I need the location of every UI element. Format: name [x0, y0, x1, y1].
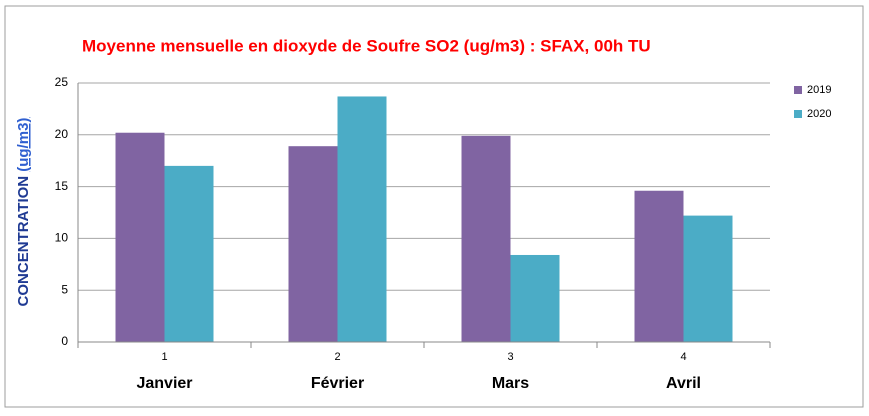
x-tick-label: 2: [334, 351, 340, 363]
bar: [634, 190, 684, 342]
x-tick-label: 4: [680, 351, 686, 363]
y-tick-label: 25: [55, 75, 69, 89]
x-tick-label: 1: [161, 351, 167, 363]
y-tick-label: 10: [55, 231, 69, 245]
y-axis-unit: (ug/m3): [15, 118, 32, 172]
y-tick-label: 15: [55, 179, 69, 193]
category-name: Janvier: [136, 375, 192, 392]
y-axis-title: CONCENTRATION: [15, 176, 32, 307]
bar: [288, 146, 338, 342]
y-axis-label: CONCENTRATION (ug/m3): [15, 118, 32, 307]
y-tick-label: 5: [61, 282, 68, 296]
y-tick-label: 20: [55, 127, 69, 141]
x-tick-label: 3: [507, 351, 513, 363]
category-name: Mars: [492, 375, 529, 392]
chart-title: Moyenne mensuelle en dioxyde de Soufre S…: [82, 36, 651, 55]
legend-label: 2019: [807, 84, 831, 96]
y-tick-label: 0: [61, 334, 68, 348]
bar: [337, 96, 387, 342]
category-name: Février: [311, 375, 364, 392]
bar: [510, 254, 560, 342]
bar: [683, 215, 733, 342]
category-name: Avril: [666, 375, 701, 392]
legend-swatch: [794, 110, 802, 118]
bar: [115, 132, 165, 342]
legend-swatch: [794, 86, 802, 94]
bar: [461, 135, 511, 342]
bar: [164, 165, 214, 342]
legend-label: 2020: [807, 108, 831, 120]
